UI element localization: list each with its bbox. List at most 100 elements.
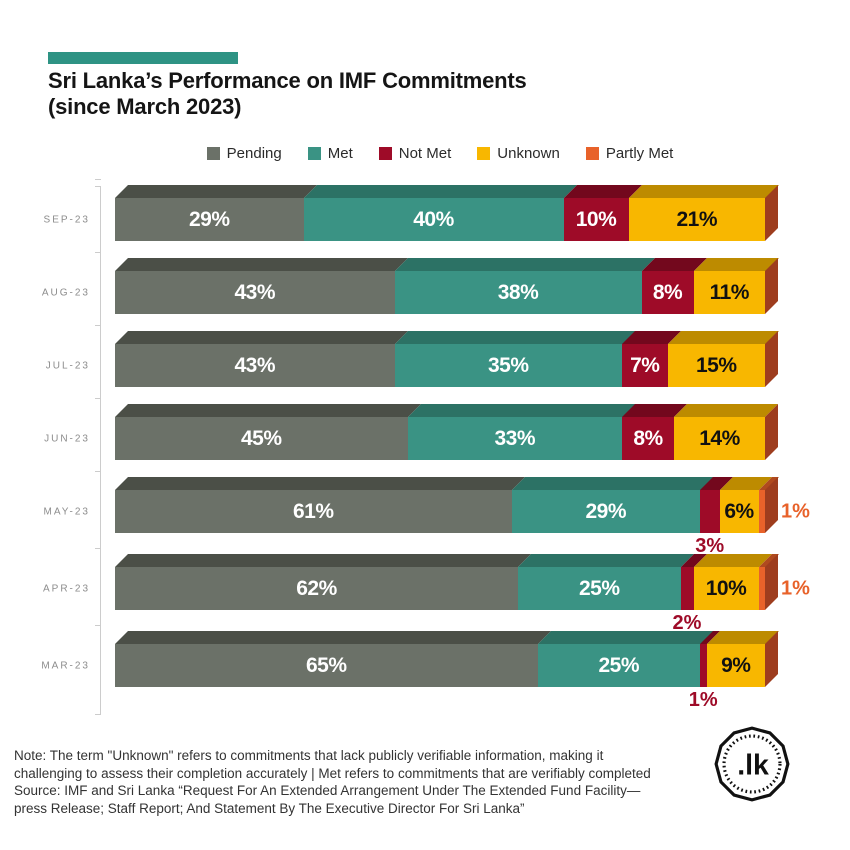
bar-segment-unknown: 15% <box>667 331 778 387</box>
legend-item-partly-met: Partly Met <box>585 145 674 162</box>
stacked-bar: 29% 40% 10% 21% <box>115 185 778 241</box>
bar-segment-top-face <box>407 404 635 417</box>
bar-segment-top-face <box>511 477 713 490</box>
lk-logo-text: .lk <box>737 750 769 782</box>
bar-segment-not-met: 7% <box>622 331 681 387</box>
bar-value-label-right: 1% <box>781 577 810 599</box>
bar-segment-unknown: 14% <box>674 404 778 460</box>
stacked-bar: 43% 38% 8% 11% <box>115 258 778 314</box>
bar-segment-top-face <box>115 631 551 644</box>
bar-segment-partly-met <box>758 477 778 533</box>
category-label: MAY-23 <box>43 506 90 517</box>
legend-swatch-unknown-icon <box>477 147 491 160</box>
bar-segment-top-face <box>394 258 655 271</box>
bar-segment-top-face <box>394 331 635 344</box>
bar-segment-met: 25% <box>537 631 713 687</box>
bar-value-label: 38% <box>497 280 539 304</box>
bar-segment-met: 29% <box>511 477 713 533</box>
legend: Pending Met Not Met Unknown Partly Met <box>115 145 765 162</box>
footer-notes: Note: The term "Unknown" refers to commi… <box>14 747 662 817</box>
note-text: Note: The term "Unknown" refers to commi… <box>14 748 651 781</box>
bar-value-label: 7% <box>630 353 660 377</box>
legend-item-pending: Pending <box>206 145 282 162</box>
stacked-bar: 45% 33% 8% 14% <box>115 404 778 460</box>
bar-value-label: 8% <box>633 426 663 450</box>
bar-value-label: 9% <box>721 653 751 677</box>
bar-value-label-below: 2% <box>672 612 702 634</box>
bar-segment-pending: 43% <box>115 331 408 387</box>
bar-segment-top-face <box>115 477 525 490</box>
bar-value-label: 10% <box>575 207 617 231</box>
bar-segment-unknown: 10% <box>693 554 772 610</box>
bar-segment-met: 40% <box>303 185 577 241</box>
legend-item-not-met: Not Met <box>378 145 452 162</box>
bar-value-label: 33% <box>494 426 536 450</box>
stacked-bar: 62% 25% 2% 10% 1% <box>115 554 810 634</box>
legend-item-unknown: Unknown <box>477 145 560 162</box>
bar-value-label: 65% <box>305 653 347 677</box>
category-label: APR-23 <box>42 583 90 594</box>
bar-segment-top-face <box>628 185 778 198</box>
bar-value-label: 15% <box>695 353 737 377</box>
category-label: SEP-23 <box>43 214 90 225</box>
bar-value-label: 61% <box>292 499 334 523</box>
page-title: Sri Lanka’s Performance on IMF Commitmen… <box>48 68 527 120</box>
lk-logo: .lk <box>714 726 790 802</box>
chart-row-may-23: MAY-23 61% 29% 3% 6% 1% <box>44 471 810 557</box>
bar-segment-top-face <box>115 404 421 417</box>
legend-label-not-met: Not Met <box>398 145 452 162</box>
legend-item-met: Met <box>307 145 353 162</box>
category-label: MAR-23 <box>41 660 90 671</box>
chart-row-jun-23: JUN-23 45% 33% 8% 14% <box>44 398 778 460</box>
bar-segment-pending: 65% <box>115 631 551 687</box>
bar-segment-top-face <box>667 331 778 344</box>
bar-value-label-below: 1% <box>688 689 718 711</box>
bar-segment-top-face <box>115 185 317 198</box>
bar-value-label: 14% <box>699 426 740 450</box>
legend-swatch-met-icon <box>307 147 321 160</box>
legend-label-unknown: Unknown <box>497 145 560 162</box>
bar-value-label: 11% <box>709 280 750 304</box>
bar-value-label: 10% <box>705 576 747 600</box>
y-axis-line <box>100 186 101 715</box>
bar-value-label: 43% <box>234 353 276 377</box>
category-label: AUG-23 <box>41 287 90 298</box>
source-text: Source: IMF and Sri Lanka “Request For A… <box>14 783 641 816</box>
bar-value-label: 43% <box>234 280 276 304</box>
bar-value-label: 40% <box>413 207 454 231</box>
chart-row-apr-23: APR-23 62% 25% 2% 10% 1% <box>43 548 810 634</box>
legend-label-pending: Pending <box>226 145 282 162</box>
bar-value-label: 35% <box>487 353 529 377</box>
bar-segment-pending: 45% <box>115 404 421 460</box>
bar-segment-met: 38% <box>394 258 655 314</box>
bar-segment-not-met: 10% <box>563 185 642 241</box>
bar-segment-pending: 61% <box>115 477 525 533</box>
bar-segment-not-met <box>700 477 733 533</box>
bar-value-label: 25% <box>578 576 620 600</box>
chart-row-mar-23: MAR-23 65% 25% 1% 9% <box>41 625 778 711</box>
chart-row-sep-23: SEP-23 29% 40% 10% 21% <box>44 179 778 241</box>
chart-rows: SEP-23 29% 40% 10% 21% AUG-23 43% 38% 8% 11% JUL-2… <box>41 179 810 715</box>
lk-logo-badge-icon: .lk <box>714 726 790 802</box>
stacked-bar: 65% 25% 1% 9% <box>115 631 778 711</box>
bar-value-label: 45% <box>240 426 282 450</box>
category-label: JUL-23 <box>45 360 90 371</box>
bar-value-label: 29% <box>188 207 230 231</box>
bar-segment-not-met <box>700 631 720 687</box>
chart-row-aug-23: AUG-23 43% 38% 8% 11% <box>42 252 778 314</box>
legend-label-partly-met: Partly Met <box>605 145 674 162</box>
bar-segment-unknown: 9% <box>706 631 778 687</box>
bar-segment-unknown: 11% <box>693 258 778 314</box>
title-accent-bar <box>48 52 238 64</box>
bar-segment-pending: 29% <box>115 185 317 241</box>
bar-value-label: 6% <box>724 499 754 523</box>
bar-value-label-below: 3% <box>695 535 725 557</box>
legend-swatch-partly-met-icon <box>585 147 599 160</box>
title-line-1: Sri Lanka’s Performance on IMF Commitmen… <box>48 68 527 93</box>
legend-label-met: Met <box>327 145 353 162</box>
title-line-2: (since March 2023) <box>48 94 242 119</box>
bar-segment-top-face <box>115 554 531 567</box>
bar-segment-top-face <box>115 331 408 344</box>
stacked-bar: 61% 29% 3% 6% 1% <box>115 477 810 557</box>
